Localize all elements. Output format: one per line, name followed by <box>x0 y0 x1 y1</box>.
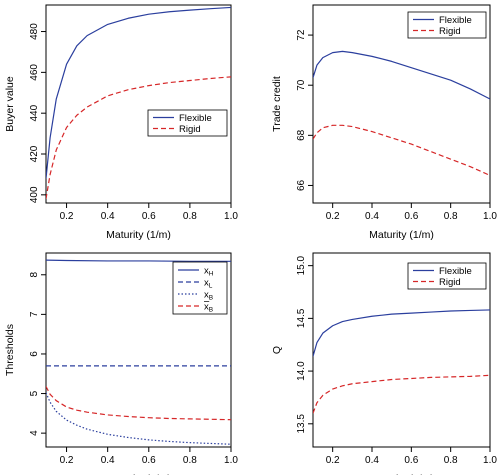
series-line-x-h <box>46 259 231 262</box>
y-tick-label: 15.0 <box>296 255 307 275</box>
x-tick-label: 0.4 <box>365 455 379 466</box>
series-lines <box>46 6 231 200</box>
series-line-flexible <box>313 309 490 357</box>
plot-frame <box>45 252 232 448</box>
chart-panel-2: 0.2 0.4 0.6 0.8 1.0 66 68 70 72 Maturity (1/m) Tra… <box>271 4 497 241</box>
chart-panel-3: 0.2 0.4 0.6 0.8 1.0 4 5 6 7 8 Maturity (1/m) Thresh… <box>4 252 238 475</box>
series-line-rigid <box>46 76 231 200</box>
legend-box <box>407 11 487 39</box>
y-tick-label: 460 <box>29 64 40 81</box>
series-line-flexible <box>46 6 231 179</box>
series-lines <box>313 309 490 414</box>
x-axis: 0.2 0.4 0.6 0.8 1.0 <box>60 203 238 222</box>
series-line-flexible <box>313 50 490 100</box>
series-line-rigid <box>313 124 490 176</box>
x-tick-label: 0.8 <box>444 211 458 222</box>
legend-label: xB <box>204 289 213 301</box>
x-tick-label: 0.6 <box>404 211 418 222</box>
legend-box <box>172 261 228 315</box>
y-axis: 66 68 70 72 <box>296 29 313 191</box>
x-tick-label: 0.6 <box>142 211 156 222</box>
series-line-rigid <box>313 374 490 414</box>
x-tick-label: 0.8 <box>444 455 458 466</box>
x-axis: 0.2 0.4 0.6 0.8 1.0 <box>60 447 238 466</box>
y-tick-label: 8 <box>29 272 40 278</box>
legend-label: xH <box>204 265 214 277</box>
plot-frame <box>312 4 491 204</box>
legend-label: xB <box>204 301 213 313</box>
y-axis: 4 5 6 7 8 <box>29 272 46 436</box>
chart-panel-1: 0.2 0.4 0.6 0.8 1.0 400 420 440 460 480 Maturity (… <box>4 4 238 241</box>
y-axis-label: Thresholds <box>4 324 16 376</box>
series-line-x-b <box>46 392 231 445</box>
legend-label: xL <box>204 277 213 289</box>
y-axis-label: Trade credit <box>271 76 283 132</box>
x-tick-label: 0.2 <box>60 211 74 222</box>
x-tick-label: 0.4 <box>365 211 379 222</box>
y-tick-label: 4 <box>29 430 40 436</box>
x-tick-label: 0.2 <box>326 211 340 222</box>
legend-label: Rigid <box>439 277 461 288</box>
legend-label: Flexible <box>439 15 472 26</box>
plot-frame <box>312 252 491 448</box>
plot-frame <box>45 4 232 204</box>
y-axis: 400 420 440 460 480 <box>29 23 46 203</box>
y-tick-label: 400 <box>29 186 40 203</box>
series-lines <box>313 50 490 176</box>
legend-box <box>407 262 487 290</box>
x-tick-label: 0.8 <box>183 211 197 222</box>
y-axis-label: Buyer value <box>4 76 16 132</box>
x-tick-label: 1.0 <box>224 455 238 466</box>
y-tick-label: 72 <box>296 29 307 41</box>
legend-box <box>147 109 228 137</box>
y-tick-label: 68 <box>296 129 307 141</box>
x-axis-label: Maturity (1/m) <box>369 229 434 241</box>
series-line-x-b-bar <box>46 386 231 421</box>
y-axis-label: Q <box>271 346 283 354</box>
x-tick-label: 0.6 <box>404 455 418 466</box>
legend-label: Flexible <box>179 113 212 124</box>
series-lines <box>46 259 231 445</box>
x-axis: 0.2 0.4 0.6 0.8 1.0 <box>326 447 497 466</box>
x-tick-label: 0.8 <box>183 455 197 466</box>
y-tick-label: 7 <box>29 311 40 317</box>
x-tick-label: 0.2 <box>60 455 74 466</box>
x-tick-label: 1.0 <box>483 455 497 466</box>
y-tick-label: 13.5 <box>296 414 307 434</box>
y-tick-label: 6 <box>29 351 40 357</box>
y-tick-label: 14.0 <box>296 361 307 381</box>
y-tick-label: 480 <box>29 23 40 40</box>
x-axis-label: Maturity (1/m) <box>106 473 171 475</box>
x-tick-label: 1.0 <box>224 211 238 222</box>
legend-label: Rigid <box>179 124 201 135</box>
x-tick-label: 0.6 <box>142 455 156 466</box>
y-tick-label: 14.5 <box>296 308 307 328</box>
x-tick-label: 0.4 <box>101 455 115 466</box>
y-tick-label: 440 <box>29 104 40 121</box>
y-axis: 13.5 14.0 14.5 15.0 <box>296 255 313 434</box>
y-tick-label: 70 <box>296 79 307 91</box>
legend-label: Rigid <box>439 26 461 37</box>
x-axis: 0.2 0.4 0.6 0.8 1.0 <box>326 203 497 222</box>
x-axis-label: Maturity (1/m) <box>106 229 171 241</box>
x-axis-label: Maturity (1/m) <box>369 473 434 475</box>
x-tick-label: 0.4 <box>101 211 115 222</box>
y-tick-label: 66 <box>296 179 307 191</box>
chart-panel-4: 0.2 0.4 0.6 0.8 1.0 13.5 14.0 14.5 15.0 Maturity … <box>271 252 497 475</box>
legend-label: Flexible <box>439 266 472 277</box>
x-tick-label: 1.0 <box>483 211 497 222</box>
x-tick-label: 0.2 <box>326 455 340 466</box>
y-tick-label: 5 <box>29 390 40 396</box>
y-tick-label: 420 <box>29 145 40 162</box>
